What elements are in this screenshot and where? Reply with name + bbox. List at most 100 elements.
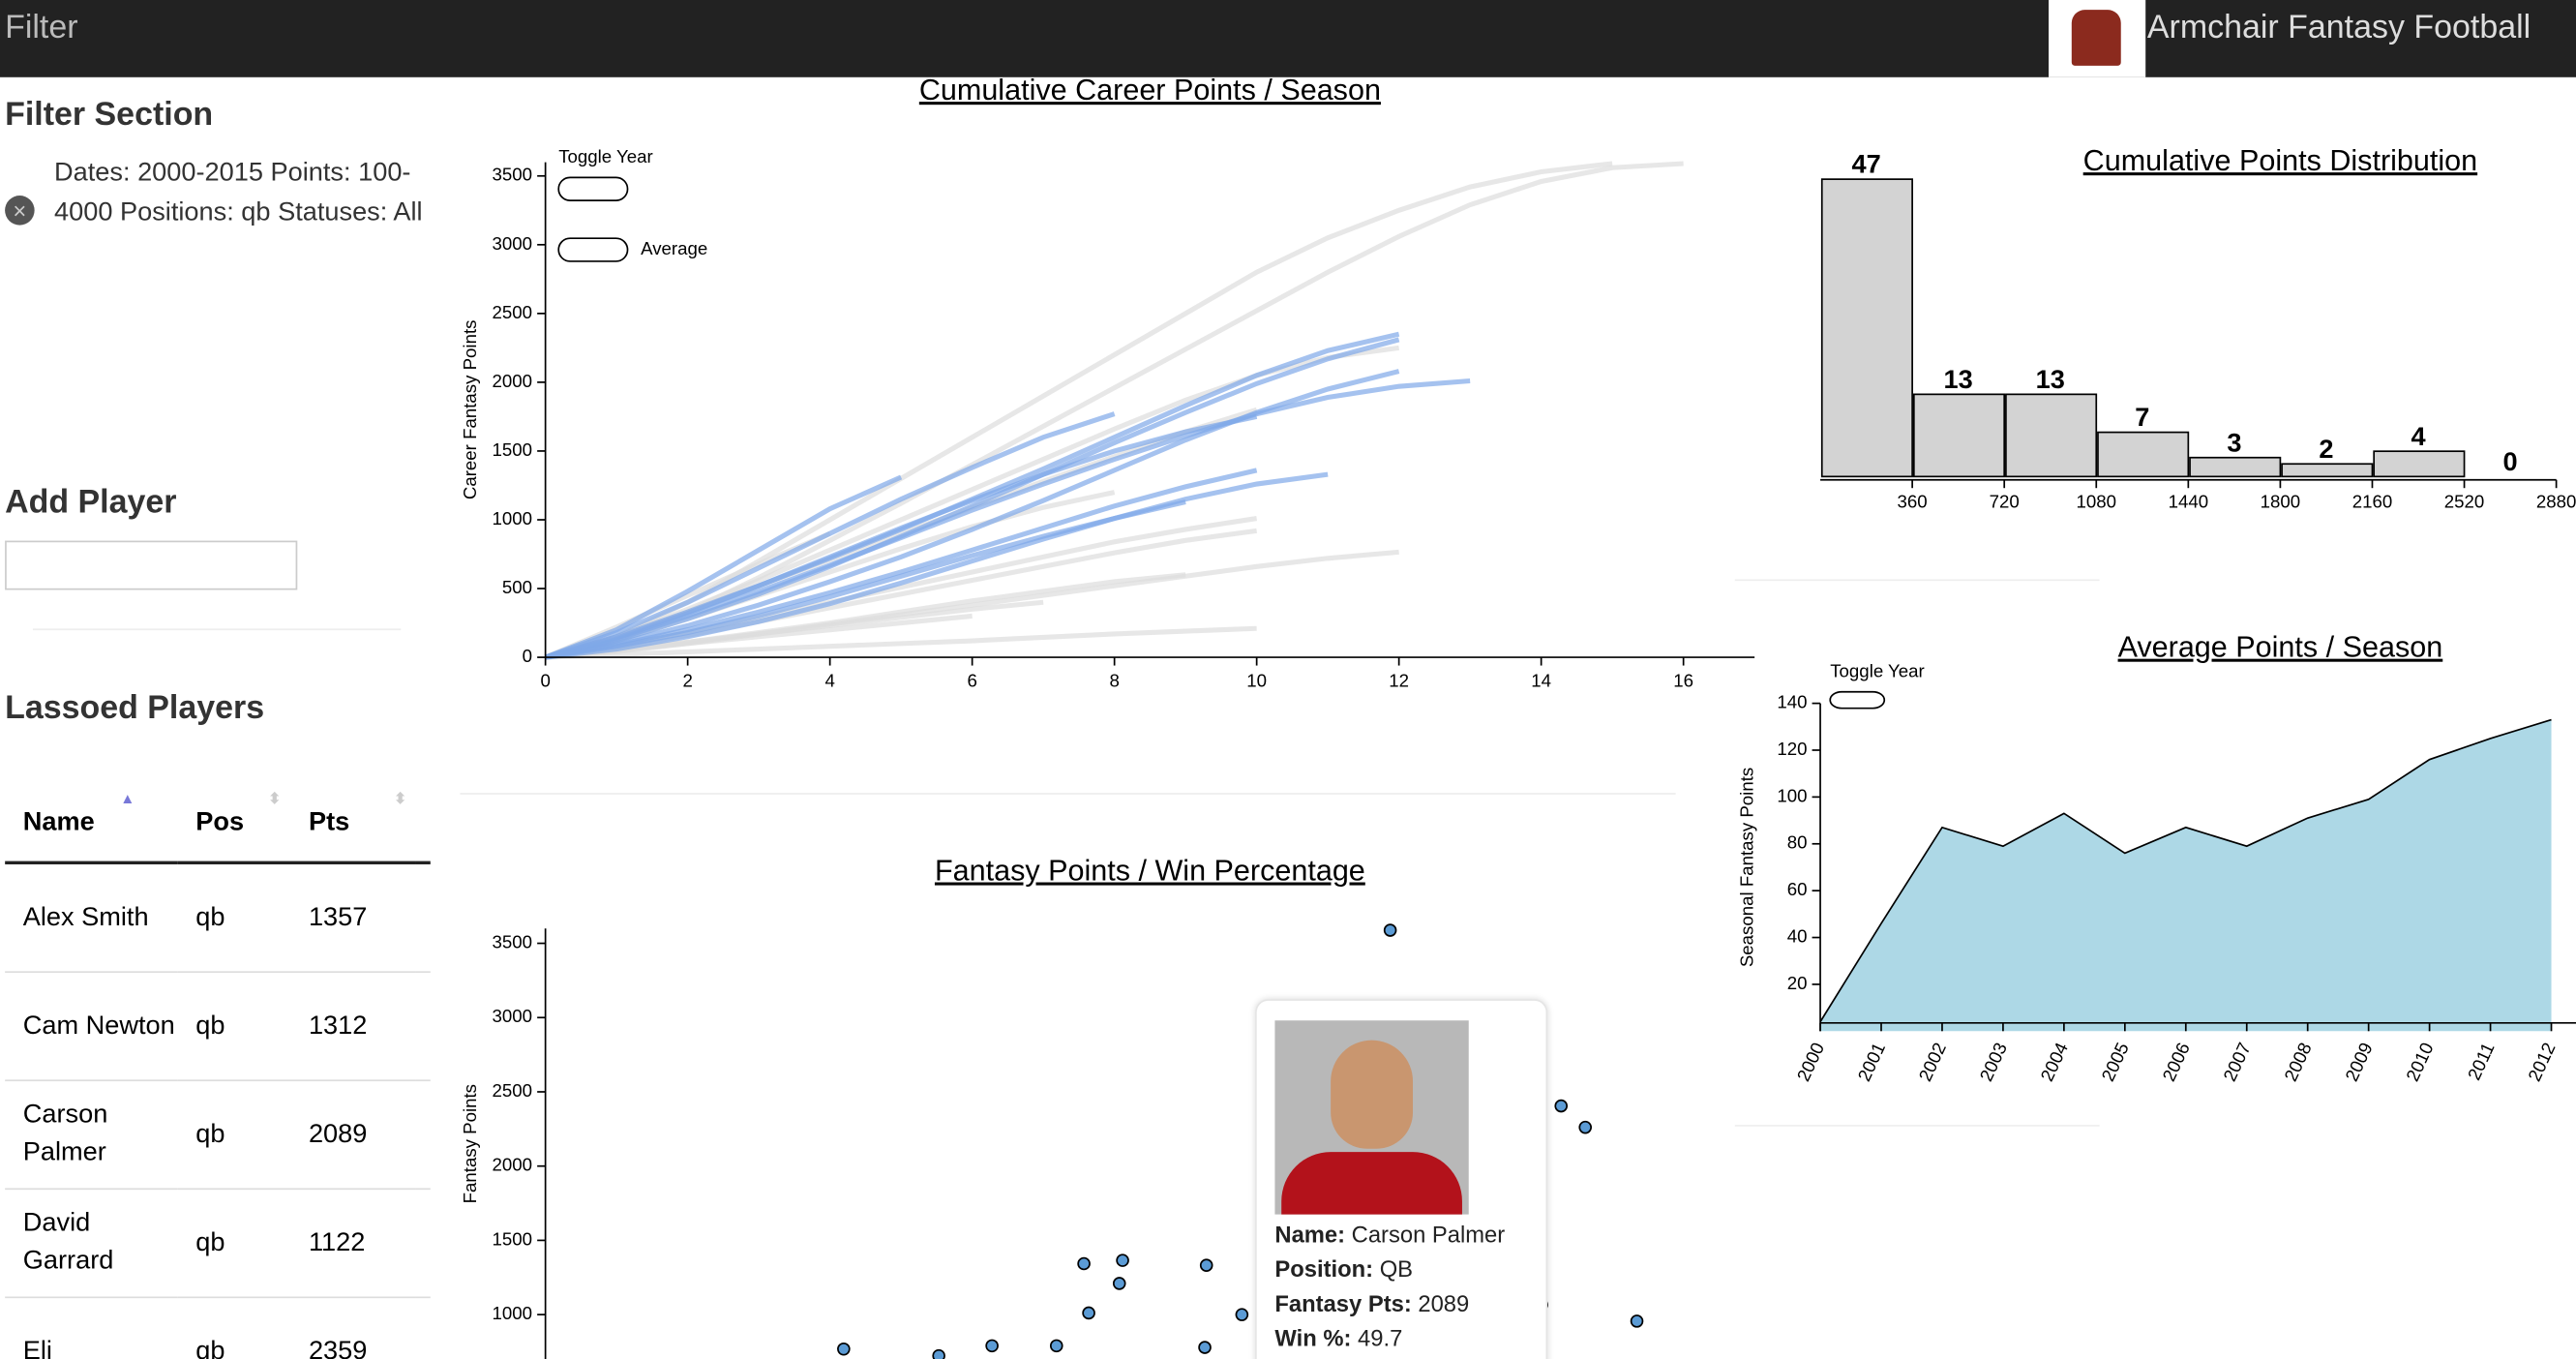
nav-title[interactable]: Filter bbox=[5, 10, 78, 46]
scatter-point[interactable] bbox=[1630, 1314, 1644, 1328]
scatter-point[interactable] bbox=[1578, 1120, 1593, 1134]
x-tick-label: 8 bbox=[1109, 670, 1119, 690]
y-tick-label: 3000 bbox=[493, 1006, 533, 1026]
brand[interactable]: Armchair Fantasy Football bbox=[2146, 10, 2531, 46]
toggle-label: Toggle Year bbox=[1830, 660, 1925, 680]
scatter-point[interactable] bbox=[1049, 1339, 1063, 1353]
scatter-point[interactable] bbox=[1077, 1256, 1091, 1271]
career-line bbox=[545, 625, 1257, 660]
y-axis-label: Career Fantasy Points bbox=[460, 320, 480, 500]
toggle[interactable] bbox=[557, 237, 629, 262]
table-cell: 2089 bbox=[308, 1119, 368, 1148]
tooltip-label: Name: bbox=[1274, 1221, 1346, 1248]
y-tick-label: 3500 bbox=[493, 931, 533, 951]
y-tick-label: 1000 bbox=[493, 508, 533, 528]
scatter-point[interactable] bbox=[1112, 1277, 1126, 1290]
bar-label: 3 bbox=[2227, 427, 2241, 457]
scatter-point[interactable] bbox=[1235, 1308, 1249, 1321]
table-cell: Cam Newton bbox=[22, 1011, 175, 1040]
tooltip-row: Position: QB bbox=[1274, 1253, 1505, 1287]
player-input[interactable] bbox=[5, 540, 298, 590]
table-wrap: Name▲Pos⬍Pts⬍W%⬍Alex Smithqb13570.5Cam N… bbox=[5, 764, 431, 1359]
table-cell: 0.4 bbox=[416, 1296, 431, 1359]
remove-filter[interactable]: × bbox=[5, 196, 35, 226]
chart-title: Average Points / Season bbox=[2118, 631, 2443, 664]
x-tick-label: 6 bbox=[967, 670, 976, 690]
tooltip-value: 2089 bbox=[1418, 1289, 1470, 1316]
bar-label: 4 bbox=[2411, 421, 2425, 451]
navbar: Filter Armchair Fantasy Football bbox=[0, 0, 2576, 77]
toggle-label: Toggle Year bbox=[558, 146, 653, 166]
scatter-point[interactable] bbox=[1199, 1258, 1213, 1272]
column-label: Name bbox=[22, 808, 95, 837]
column-header[interactable]: Name ▲ bbox=[5, 764, 177, 862]
x-tick-label: 2880 bbox=[2536, 491, 2576, 511]
table-cell: 0.5 bbox=[416, 862, 431, 971]
column-header[interactable]: W%⬍ bbox=[416, 764, 431, 862]
table-cell: 0.5 bbox=[416, 1188, 431, 1296]
bar-label: 7 bbox=[2135, 402, 2149, 432]
scatter-point[interactable] bbox=[1383, 923, 1397, 937]
bar-label: 13 bbox=[1944, 364, 1973, 394]
table-cell: 0.5 bbox=[416, 971, 431, 1079]
x-tick-label: 1800 bbox=[2261, 491, 2301, 511]
tooltip-row: Win %: 49.7 bbox=[1274, 1321, 1505, 1356]
tooltip-label: Win %: bbox=[1274, 1324, 1352, 1351]
sort-icon: ⬍ bbox=[268, 790, 282, 807]
section-title: Lassoed Players bbox=[5, 690, 265, 727]
toggle[interactable] bbox=[1829, 690, 1886, 710]
column-header[interactable]: Pos ⬍ bbox=[178, 764, 291, 862]
tooltip-label: Fantasy Pts: bbox=[1274, 1289, 1412, 1316]
table-cell: qb bbox=[195, 1228, 225, 1256]
bar-label: 13 bbox=[2036, 364, 2065, 394]
area bbox=[1820, 719, 2552, 1032]
x-tick-label: 2008 bbox=[2280, 1040, 2316, 1085]
x-tick-label: 2 bbox=[682, 670, 692, 690]
hist-bar bbox=[2281, 463, 2374, 478]
x-tick-label: 720 bbox=[1990, 491, 2020, 511]
x-tick-label: 1440 bbox=[2169, 491, 2209, 511]
table-cell: 1122 bbox=[308, 1228, 366, 1256]
tooltip-fields: Name: Carson Palmer Position: QB Fantasy P… bbox=[1274, 1218, 1505, 1356]
career-line bbox=[544, 411, 1116, 660]
x-tick-label: 10 bbox=[1246, 670, 1267, 690]
sort-icon: ▲ bbox=[120, 790, 135, 807]
x-tick-label: 2003 bbox=[1975, 1040, 2011, 1085]
logo bbox=[2049, 0, 2146, 77]
hist-bar bbox=[2097, 431, 2190, 478]
photo-face bbox=[1331, 1040, 1414, 1149]
x-tick-label: 2012 bbox=[2524, 1040, 2560, 1085]
table-cell: qb bbox=[195, 1337, 225, 1359]
y-tick-label: 140 bbox=[1777, 692, 1807, 712]
tooltip-row: Name: Carson Palmer bbox=[1274, 1218, 1505, 1253]
column-header[interactable]: Pts ⬍ bbox=[290, 764, 416, 862]
section-title: Add Player bbox=[5, 484, 177, 522]
scatter-point[interactable] bbox=[932, 1348, 945, 1359]
x-tick-label: 2004 bbox=[2036, 1040, 2072, 1085]
scatter-point[interactable] bbox=[1116, 1253, 1129, 1267]
table-cell: qb bbox=[195, 903, 225, 932]
x-tick-label: 2009 bbox=[2341, 1040, 2377, 1085]
toggle[interactable] bbox=[557, 176, 629, 201]
y-tick-label: 2500 bbox=[493, 1080, 533, 1101]
scatter-point[interactable] bbox=[837, 1342, 851, 1356]
scatter-point[interactable] bbox=[985, 1339, 999, 1353]
y-tick-label: 120 bbox=[1777, 739, 1807, 759]
y-tick-label: 2500 bbox=[493, 302, 533, 322]
y-tick-label: 20 bbox=[1787, 973, 1808, 993]
photo-jersey bbox=[1281, 1152, 1462, 1215]
scatter-point[interactable] bbox=[1082, 1306, 1095, 1320]
hist-bar bbox=[2005, 393, 2098, 478]
tooltip: Name: Carson Palmer Position: QB Fantasy P… bbox=[1255, 999, 1548, 1359]
scatter-point[interactable] bbox=[1198, 1341, 1212, 1354]
chart-title: Fantasy Points / Win Percentage bbox=[935, 855, 1365, 888]
tooltip-value: 49.7 bbox=[1358, 1324, 1403, 1351]
y-axis-label: Fantasy Points bbox=[460, 1084, 480, 1203]
table-row: Carson Palmer qb 2089 0.4 bbox=[5, 1079, 431, 1189]
section-title: Filter Section bbox=[5, 97, 214, 134]
y-tick-label: 1500 bbox=[493, 439, 533, 460]
scatter-point[interactable] bbox=[1554, 1099, 1569, 1113]
logo-shape bbox=[2071, 10, 2121, 66]
